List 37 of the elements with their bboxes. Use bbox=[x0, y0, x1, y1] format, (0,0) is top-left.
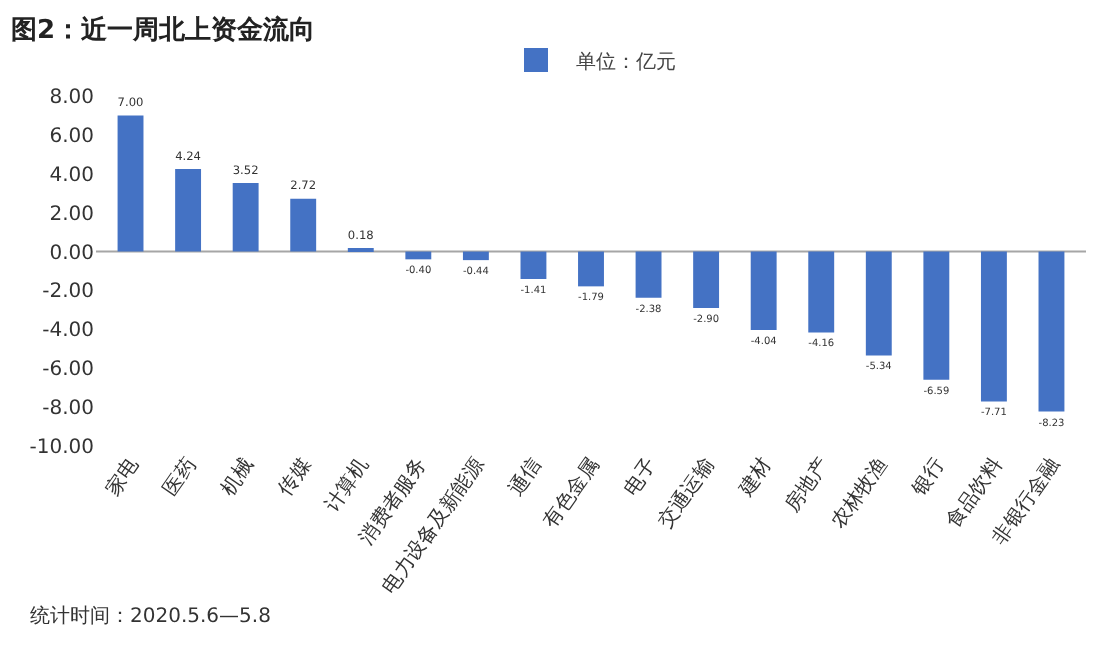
bar bbox=[923, 251, 950, 380]
bar bbox=[808, 251, 835, 333]
x-tick-label: 建材 bbox=[733, 453, 777, 502]
x-tick-label: 医药 bbox=[158, 453, 202, 500]
bar bbox=[750, 251, 777, 331]
y-tick-label: 8.00 bbox=[49, 87, 94, 109]
bar bbox=[232, 183, 259, 252]
y-tick-label: -4.00 bbox=[42, 320, 94, 343]
x-tick-label: 家电 bbox=[101, 453, 144, 500]
y-tick-label: -10.00 bbox=[29, 437, 94, 459]
bar bbox=[175, 169, 202, 252]
bar bbox=[980, 251, 1007, 402]
bar bbox=[462, 251, 489, 261]
x-tick-label: 机械 bbox=[216, 453, 259, 500]
y-tick-label: 6.00 bbox=[49, 125, 94, 148]
x-tick-label: 银行 bbox=[907, 454, 950, 502]
chart-title: 图2：近一周北上资金流向 bbox=[11, 14, 316, 47]
y-tick-label: 4.00 bbox=[49, 164, 94, 187]
y-tick-label: -2.00 bbox=[42, 281, 94, 304]
y-tick-label: -6.00 bbox=[42, 359, 94, 382]
y-tick-label: -8.00 bbox=[42, 398, 94, 421]
bar bbox=[693, 251, 720, 308]
bar bbox=[865, 251, 892, 356]
x-tick-label: 计算机 bbox=[319, 453, 374, 517]
bar bbox=[635, 251, 662, 298]
x-tick-label: 通信 bbox=[503, 453, 547, 500]
bar bbox=[117, 115, 144, 252]
bar bbox=[290, 198, 317, 252]
bar bbox=[405, 251, 432, 260]
legend-label: 单位：亿元 bbox=[576, 49, 676, 74]
bar bbox=[1038, 251, 1065, 412]
y-tick-label: 2.00 bbox=[49, 203, 94, 226]
text: 统计时间：2020.5.6—5.8 bbox=[30, 604, 271, 628]
x-tick-label: 传媒 bbox=[275, 454, 317, 500]
bar bbox=[520, 251, 547, 279]
bar bbox=[578, 251, 604, 287]
y-tick-label: 0.00 bbox=[49, 242, 94, 265]
